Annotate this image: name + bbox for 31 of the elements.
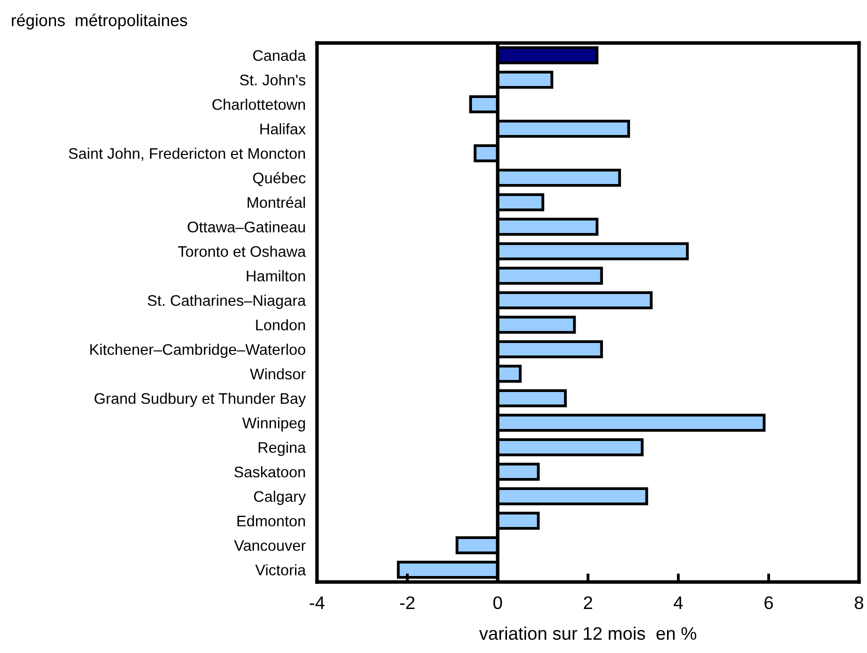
- y-tick-label: Canada: [253, 50, 306, 61]
- y-tick-label: London: [256, 319, 305, 330]
- y-tick-label: Hamilton: [246, 270, 305, 282]
- y-tick-label: Saint John, Fredericton et Moncton: [68, 148, 305, 161]
- y-tick-label: Edmonton: [238, 515, 305, 526]
- x-tick-label: 8: [854, 596, 864, 610]
- y-tick-label: St. John's: [240, 74, 306, 86]
- x-tick-label: -4: [310, 596, 324, 609]
- y-tick-label: Montréal: [248, 196, 305, 208]
- x-tick-label: 0: [493, 596, 502, 610]
- x-tick-label: 4: [674, 596, 683, 609]
- y-tick-label: Saskatoon: [234, 466, 305, 478]
- y-tick-label: Grand Sudbury et Thunder Bay: [94, 392, 306, 407]
- y-tick-label: Calgary: [254, 490, 306, 505]
- y-tick-label: Toronto et Oshawa: [178, 246, 306, 257]
- y-tick-label: Charlottetown: [212, 98, 305, 110]
- y-tick-label: Windsor: [250, 368, 306, 380]
- y-tick-label: St. Catharines–Niagara: [148, 294, 306, 309]
- y-axis-title: régions métropolitaines: [12, 14, 188, 30]
- y-tick-label: Winnipeg: [242, 417, 305, 432]
- y-tick-label: Regina: [258, 442, 306, 456]
- x-tick-label: 6: [764, 596, 773, 610]
- y-tick-label: Victoria: [255, 564, 306, 576]
- x-tick-label: 2: [584, 596, 592, 609]
- x-axis-title: variation sur 12 mois en %: [479, 626, 696, 640]
- y-tick-label: Kitchener–Cambridge–Waterloo: [90, 344, 306, 358]
- x-tick-label: -2: [400, 596, 414, 609]
- y-tick-label: Vancouver: [234, 540, 306, 551]
- y-tick-label: Ottawa–Gatineau: [188, 221, 305, 232]
- y-tick-label: Québec: [253, 172, 306, 186]
- y-tick-label: Halifax: [260, 123, 306, 134]
